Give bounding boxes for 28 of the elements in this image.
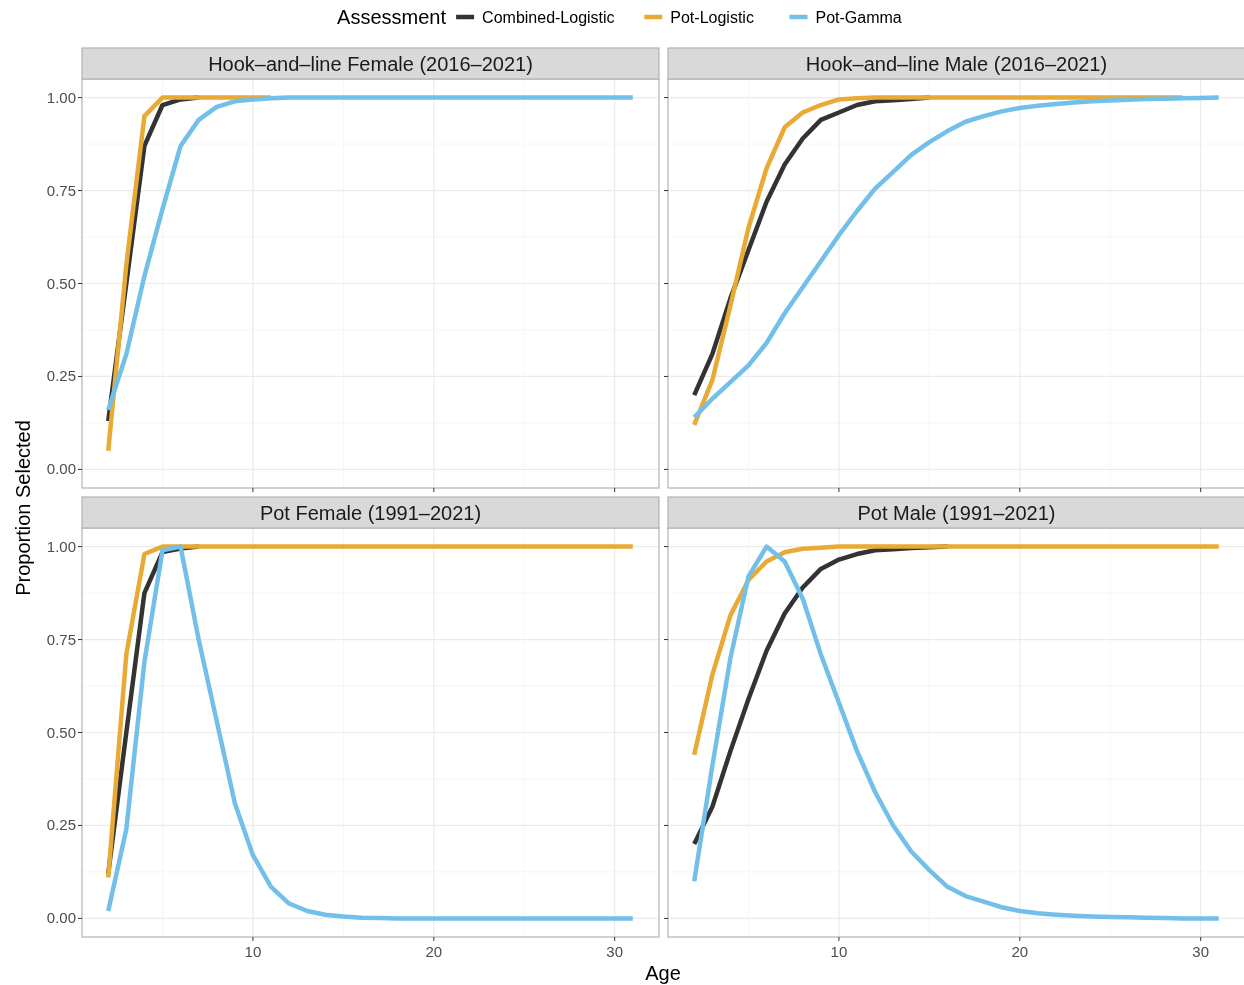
x-axis-title: Age (645, 962, 681, 984)
line-series (105, 95, 636, 413)
legend-label: Pot-Gamma (815, 9, 902, 26)
x-tick-label: 10 (244, 943, 262, 960)
x-tick-label: 20 (425, 943, 443, 960)
y-tick-label: 0.25 (46, 816, 76, 834)
y-tick-label: 0.50 (46, 274, 76, 292)
y-tick-label: 0.75 (46, 181, 76, 199)
y-tick-label: 0.00 (46, 909, 76, 927)
y-tick-label: 1.00 (46, 88, 76, 106)
y-tick-label: 0.50 (46, 723, 76, 741)
chart-title: Hook–and–line Female (2016–2021) (208, 52, 533, 75)
legend-label: Pot-Logistic (670, 9, 754, 26)
y-tick-label: 0.00 (46, 460, 76, 478)
legend-label: Combined-Logistic (482, 9, 615, 26)
y-tick-label: 1.00 (46, 537, 76, 555)
x-tick-label: 20 (1011, 943, 1029, 960)
chart-title: Hook–and–line Male (2016–2021) (805, 52, 1108, 75)
y-tick-label: 0.75 (46, 630, 76, 648)
y-tick-label: 0.25 (46, 367, 76, 385)
chart-title: Pot Male (1991–2021) (857, 501, 1056, 524)
x-tick-label: 30 (1192, 943, 1210, 960)
legend-title: Assessment (337, 6, 447, 28)
x-tick-label: 30 (606, 943, 624, 960)
chart-title: Pot Female (1991–2021) (259, 501, 482, 524)
line-series (105, 95, 274, 454)
y-axis-title: Proportion Selected (12, 420, 34, 596)
x-tick-label: 10 (830, 943, 848, 960)
